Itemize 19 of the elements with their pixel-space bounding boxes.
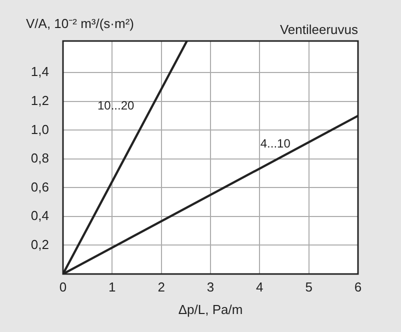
x-tick-label: 4 — [256, 279, 264, 294]
x-tick-label: 3 — [206, 279, 214, 294]
series-label: 4...10 — [260, 136, 291, 150]
y-tick-label: 0,8 — [30, 150, 49, 166]
series-label: 10...20 — [98, 98, 135, 113]
x-tick-label: 5 — [305, 279, 312, 294]
y-tick-label: 0,6 — [30, 179, 49, 194]
x-tick-label: 6 — [354, 279, 362, 294]
chart-title: Ventileeruvus — [280, 22, 358, 37]
y-tick-label: 1,2 — [30, 92, 49, 108]
x-tick-label: 0 — [59, 279, 67, 294]
y-axis-title: V/A, 10⁻² m³/(s·m²) — [26, 15, 134, 32]
y-tick-label: 0,2 — [30, 236, 49, 252]
y-tick-label: 0,4 — [30, 208, 49, 224]
x-tick-label: 1 — [108, 279, 116, 294]
x-axis-title: Δp/L, Pa/m — [178, 302, 243, 317]
y-tick-label: 1,4 — [30, 64, 49, 80]
y-tick-label: 1,0 — [30, 122, 49, 137]
x-tick-label: 2 — [158, 279, 165, 294]
